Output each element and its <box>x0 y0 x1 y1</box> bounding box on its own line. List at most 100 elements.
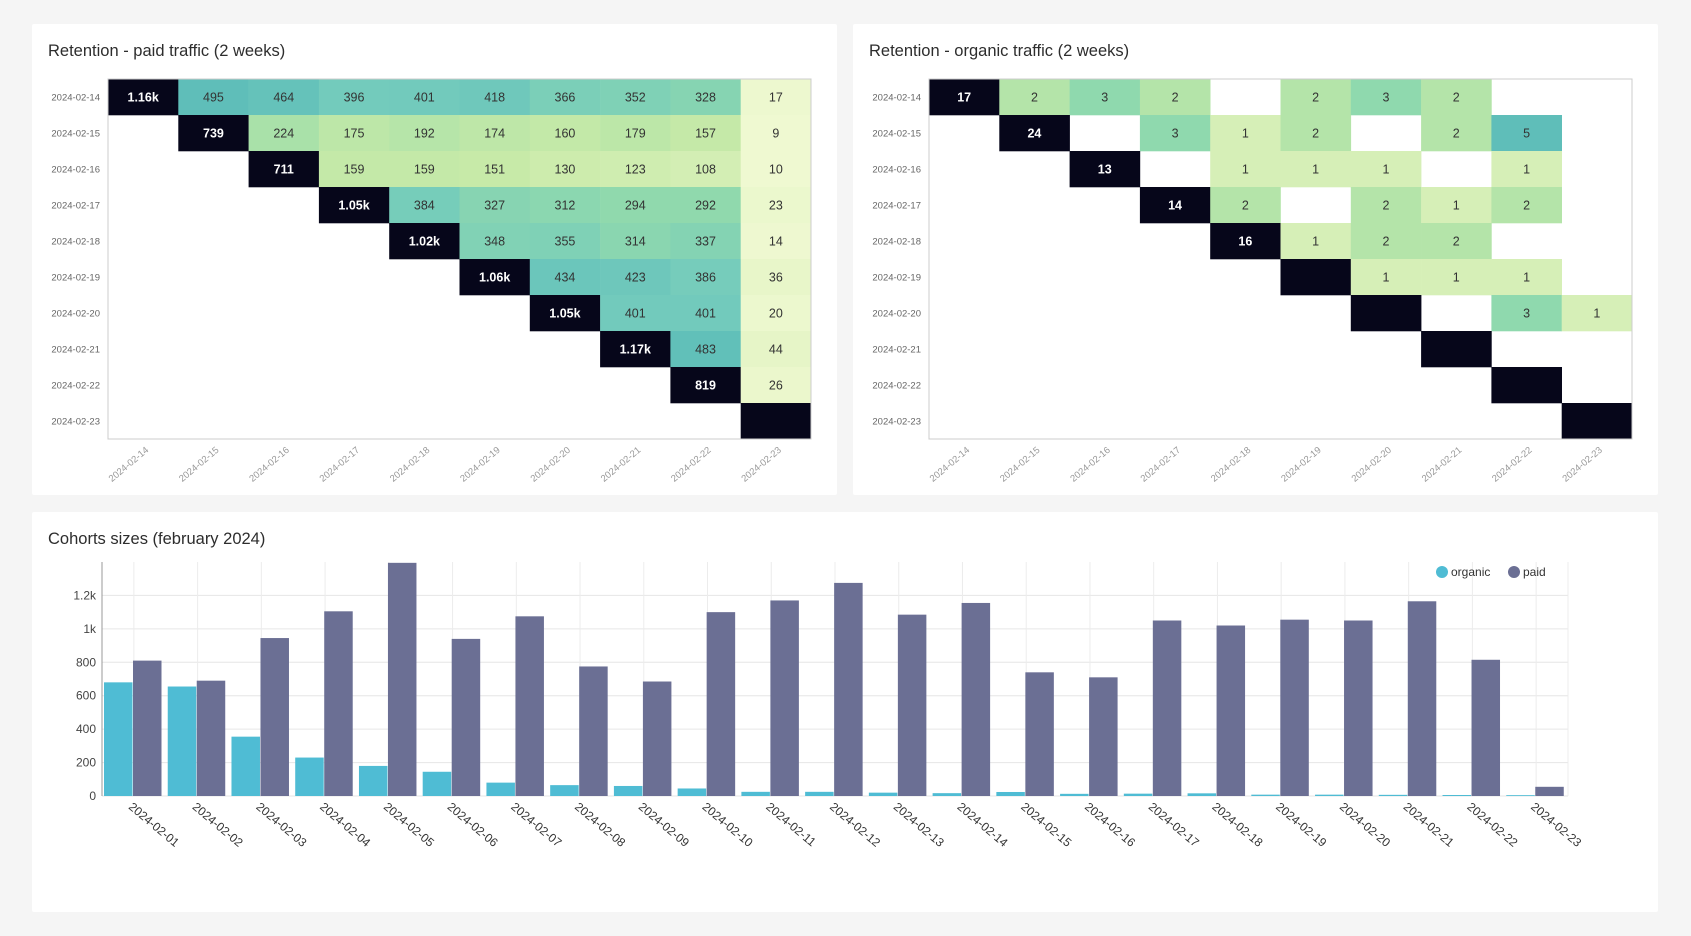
organic-retention-panel: Retention - organic traffic (2 weeks) 17… <box>853 24 1658 495</box>
paid-cell-label: 14 <box>769 235 783 249</box>
paid-cell-label: 396 <box>344 91 365 105</box>
paid-cell-label: 23 <box>769 199 783 213</box>
organic-cell <box>1562 403 1633 439</box>
paid-cell-label: 434 <box>555 271 576 285</box>
bar-paid <box>1089 677 1118 796</box>
bar-organic <box>295 758 324 796</box>
paid-cell <box>741 403 812 439</box>
x-tick-label: 2024-02-13 <box>891 800 947 850</box>
bar-paid <box>1535 787 1564 796</box>
paid-col-label: 2024-02-14 <box>107 445 151 485</box>
cohorts-sizes-panel: Cohorts sizes (february 2024) 0 200 400 600… <box>32 512 1658 912</box>
x-tick-label: 2024-02-16 <box>1082 800 1138 850</box>
legend-paid-marker <box>1508 566 1520 578</box>
x-tick-label: 2024-02-04 <box>317 800 373 850</box>
bar-organic <box>423 772 452 796</box>
bar-organic <box>741 792 770 796</box>
paid-cell-label: 1.05k <box>338 199 369 213</box>
paid-col-label: 2024-02-15 <box>177 445 221 485</box>
x-tick-label: 2024-02-20 <box>1337 800 1393 850</box>
paid-cell-label: 401 <box>625 307 646 321</box>
paid-cell-label: 159 <box>414 163 435 177</box>
paid-cell-label: 337 <box>695 235 716 249</box>
paid-cell-label: 123 <box>625 163 646 177</box>
organic-col-label: 2024-02-14 <box>928 445 972 485</box>
x-tick-label: 2024-02-11 <box>763 800 819 850</box>
organic-cell-label: 1 <box>1382 163 1389 177</box>
paid-cell-label: 366 <box>555 91 576 105</box>
bar-organic <box>869 793 898 796</box>
paid-cell-label: 328 <box>695 91 716 105</box>
bar-organic <box>1315 795 1344 796</box>
organic-cell-label: 17 <box>957 91 971 105</box>
organic-row-label: 2024-02-20 <box>872 309 921 320</box>
x-tick-label: 2024-02-15 <box>1018 800 1074 850</box>
bar-organic <box>678 788 707 796</box>
bar-paid <box>197 681 226 796</box>
organic-cell-label: 1 <box>1312 163 1319 177</box>
bar-paid <box>1344 621 1373 797</box>
paid-cell-label: 495 <box>203 91 224 105</box>
paid-cell-label: 174 <box>484 127 505 141</box>
paid-cell-label: 157 <box>695 127 716 141</box>
paid-row-label: 2024-02-14 <box>51 93 100 104</box>
legend-organic-marker <box>1436 566 1448 578</box>
organic-row-label: 2024-02-17 <box>872 201 921 212</box>
paid-row-label: 2024-02-20 <box>51 309 100 320</box>
paid-cell-label: 175 <box>344 127 365 141</box>
organic-cell-label: 2 <box>1312 91 1319 105</box>
x-tick-label: 2024-02-21 <box>1401 800 1457 850</box>
paid-col-label: 2024-02-23 <box>739 445 783 485</box>
paid-cell-label: 10 <box>769 163 783 177</box>
organic-row-label: 2024-02-23 <box>872 417 921 428</box>
bar-organic <box>614 786 643 796</box>
organic-cell <box>1351 295 1422 331</box>
paid-cell-label: 160 <box>555 127 576 141</box>
paid-col-label: 2024-02-16 <box>247 445 291 485</box>
paid-row-label: 2024-02-23 <box>51 417 100 428</box>
organic-cell-label: 2 <box>1453 91 1460 105</box>
bar-paid <box>1153 621 1182 797</box>
bar-paid <box>898 615 927 796</box>
legend-paid-label: paid <box>1523 565 1546 579</box>
paid-cell-label: 130 <box>555 163 576 177</box>
organic-cell-label: 13 <box>1098 163 1112 177</box>
x-tick-label: 2024-02-19 <box>1273 800 1329 850</box>
x-tick-label: 2024-02-12 <box>827 800 883 850</box>
paid-row-label: 2024-02-16 <box>51 165 100 176</box>
bar-organic <box>231 737 260 796</box>
bar-organic <box>933 793 962 796</box>
paid-col-label: 2024-02-21 <box>599 445 643 485</box>
paid-cell-label: 1.16k <box>128 91 159 105</box>
bar-paid <box>452 639 481 796</box>
bar-paid <box>260 638 289 796</box>
paid-cell-label: 348 <box>484 235 505 249</box>
bar-paid <box>962 603 991 796</box>
paid-cell-label: 739 <box>203 127 224 141</box>
y-tick-label: 800 <box>76 655 96 669</box>
paid-cell-label: 108 <box>695 163 716 177</box>
y-tick-label: 600 <box>76 689 96 703</box>
paid-cell-label: 819 <box>695 379 716 393</box>
organic-cell-label: 16 <box>1238 235 1252 249</box>
paid-row-label: 2024-02-19 <box>51 273 100 284</box>
paid-col-label: 2024-02-18 <box>388 445 432 485</box>
organic-cell <box>1421 331 1492 367</box>
organic-col-label: 2024-02-17 <box>1139 445 1183 485</box>
paid-col-label: 2024-02-19 <box>458 445 502 485</box>
organic-cell-label: 1 <box>1523 271 1530 285</box>
bar-organic <box>168 687 197 796</box>
bar-paid <box>515 616 544 796</box>
paid-cell-label: 224 <box>273 127 294 141</box>
organic-cell-label: 2 <box>1172 91 1179 105</box>
organic-row-label: 2024-02-21 <box>872 345 921 356</box>
x-tick-label: 2024-02-17 <box>1146 800 1202 850</box>
organic-cell-label: 2 <box>1031 91 1038 105</box>
paid-cell-label: 483 <box>695 343 716 357</box>
bar-organic <box>1251 795 1280 796</box>
bar-organic <box>1506 795 1535 796</box>
organic-cell-label: 3 <box>1382 91 1389 105</box>
paid-cell-label: 9 <box>772 127 779 141</box>
bar-paid <box>1408 601 1437 796</box>
